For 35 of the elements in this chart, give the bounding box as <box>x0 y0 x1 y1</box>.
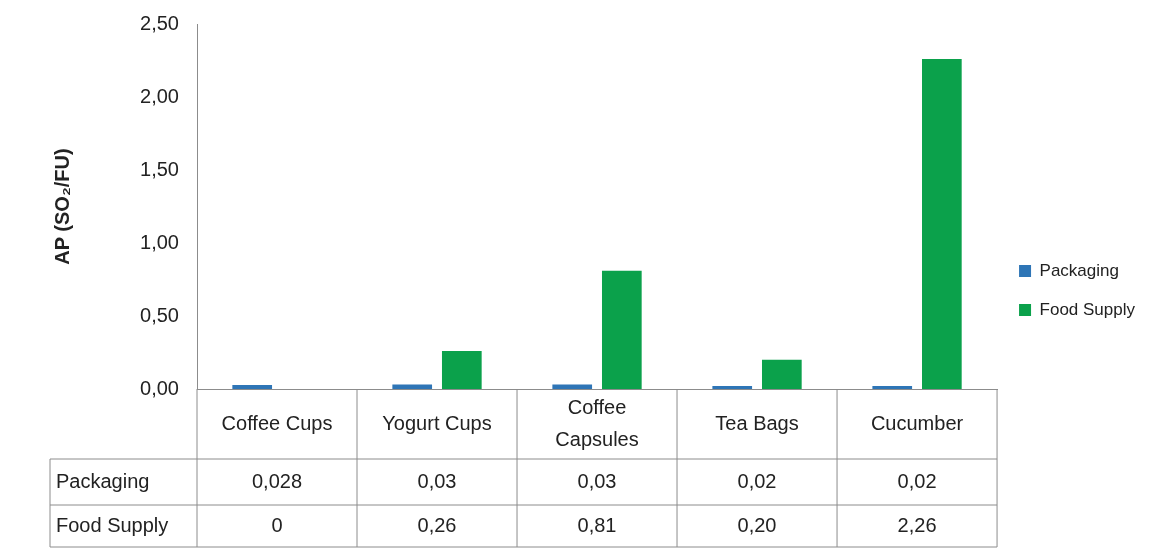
data-label: 0,03 <box>417 469 457 492</box>
data-label: 2,26 <box>897 513 937 536</box>
y-axis-title: AP (SO₂/FU) <box>50 148 73 265</box>
data-label: 0,02 <box>897 469 937 492</box>
legend-label: Food Supply <box>1039 299 1136 319</box>
data-label: 0,028 <box>251 469 303 492</box>
y-tick-label: 0,00 <box>140 376 179 399</box>
x-tick-label: Cucumber <box>870 411 964 434</box>
data-label: 0,03 <box>577 469 617 492</box>
data-label: 0 <box>271 513 283 536</box>
text: Food Supply <box>56 513 169 536</box>
bar <box>601 270 642 389</box>
y-tick-label: 1,50 <box>140 157 179 180</box>
bar <box>552 384 593 389</box>
data-label: 0,02 <box>737 469 777 492</box>
y-tick-label: 1,00 <box>140 230 179 253</box>
data-label: 0,20 <box>737 513 777 536</box>
data-label: 0,81 <box>577 513 617 536</box>
data-label: 0,26 <box>417 513 457 536</box>
bar <box>232 384 273 389</box>
x-tick-label: Yogurt Cups <box>382 411 492 434</box>
bar <box>922 59 962 389</box>
x-tick-label: Tea Bags <box>715 411 799 434</box>
y-tick-label: 0,50 <box>140 303 179 326</box>
y-tick-label: 2,50 <box>140 11 179 34</box>
bar <box>712 386 753 389</box>
legend-label: Packaging <box>1039 260 1119 280</box>
bar <box>762 359 802 389</box>
bar <box>872 386 913 389</box>
x-tick-label: Coffee Cups <box>221 411 333 434</box>
bar <box>392 384 433 389</box>
text: Packaging <box>56 469 150 492</box>
y-tick-label: 2,00 <box>140 84 179 107</box>
bar <box>441 351 482 389</box>
x-tick-label: Coffee Capsules <box>555 395 639 450</box>
